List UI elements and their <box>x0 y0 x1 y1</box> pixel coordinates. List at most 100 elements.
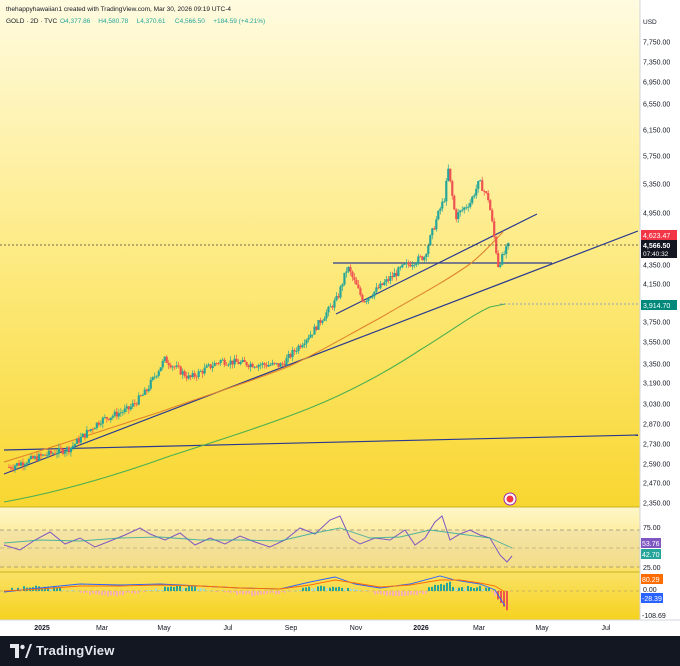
candle-body <box>193 373 196 377</box>
candle-body <box>269 364 272 366</box>
chart-svg[interactable]: thehappyhawaiian1 created with TradingVi… <box>0 0 680 636</box>
candle-body <box>157 371 160 376</box>
macd-bar <box>437 585 439 591</box>
macd-bar <box>479 585 481 591</box>
macd-bar <box>89 591 91 595</box>
candle-body <box>127 406 130 410</box>
symbol-label[interactable]: GOLD · 2D · TVC <box>6 18 57 25</box>
candle-body <box>201 371 204 374</box>
macd-bar <box>95 591 97 595</box>
rsi-tick-75: 75.00 <box>643 525 661 532</box>
macd-bar <box>62 590 64 591</box>
candle-body <box>469 202 472 207</box>
price-tick: 3,350.00 <box>643 362 670 369</box>
macd-bar <box>152 590 154 591</box>
macd-histogram <box>5 581 508 611</box>
candle-body <box>105 417 108 419</box>
candle-body <box>147 388 150 392</box>
candle-body <box>161 361 164 368</box>
brand-name[interactable]: TradingView <box>36 643 115 658</box>
macd-bar <box>353 588 355 591</box>
macd-bar <box>50 589 52 591</box>
macd-bar <box>68 590 70 592</box>
macd-bar <box>71 589 73 591</box>
candle-body <box>111 415 114 418</box>
currency-label[interactable]: USD <box>643 19 657 26</box>
candle-body <box>447 168 450 181</box>
candle-body <box>165 356 168 363</box>
macd-bar <box>77 590 79 592</box>
candle-body <box>37 454 41 461</box>
svg-text:3,914.70: 3,914.70 <box>643 303 670 310</box>
candle-body <box>405 262 408 265</box>
candle-body <box>287 354 290 359</box>
macd-bar <box>224 591 226 593</box>
macd-bar <box>248 591 250 594</box>
macd-bar <box>500 591 502 603</box>
macd-bar <box>398 591 400 597</box>
macd-bar <box>389 591 391 596</box>
candle-body <box>123 408 126 413</box>
candle-body <box>183 371 186 377</box>
candle-body <box>263 363 266 365</box>
candle-body <box>199 371 202 372</box>
price-label-high: 4,623.47 <box>641 230 677 240</box>
candle-body <box>505 246 508 254</box>
candle-body <box>395 273 398 277</box>
macd-bar <box>113 591 115 596</box>
macd-bar <box>131 591 133 594</box>
candle-body <box>173 366 176 368</box>
candle-body <box>439 208 442 211</box>
candle-body <box>213 363 216 367</box>
candle-body <box>363 301 366 303</box>
macd-bar <box>470 587 472 591</box>
candle-body <box>403 264 406 265</box>
candle-body <box>365 300 368 303</box>
macd-bar <box>422 591 424 595</box>
macd-bar <box>380 591 382 595</box>
candle-body <box>211 366 214 369</box>
price-tick: 6,950.00 <box>643 80 670 87</box>
candle-body <box>401 264 404 268</box>
candle-body <box>427 245 430 255</box>
time-tick: 2026 <box>413 625 429 632</box>
candle-body <box>463 207 466 210</box>
candle-body <box>137 395 140 405</box>
macd-bar <box>491 591 493 593</box>
candle-body <box>177 365 180 367</box>
candle-body <box>95 422 98 429</box>
candle-body <box>31 456 35 459</box>
candle-body <box>115 411 118 417</box>
macd-bar <box>374 591 376 595</box>
macd-bar <box>434 584 436 591</box>
candle-body <box>301 345 304 348</box>
candle-body <box>473 195 476 197</box>
macd-bar <box>362 591 364 592</box>
candle-body <box>295 351 298 352</box>
price-tick: 3,030.00 <box>643 402 670 409</box>
trendline-long-base <box>3 434 639 451</box>
ma-orange-line <box>3 231 504 463</box>
macd-bar <box>173 586 175 591</box>
macd-bar <box>371 591 373 592</box>
candle-body <box>291 350 294 358</box>
candle-body <box>53 453 57 455</box>
macd-bar <box>260 591 262 595</box>
price-tick: 7,350.00 <box>643 60 670 67</box>
macd-bar <box>302 587 304 591</box>
macd-bar <box>293 590 295 592</box>
macd-bar <box>467 585 469 591</box>
candle-body <box>327 307 330 313</box>
candle-body <box>133 403 136 405</box>
macd-bar <box>266 591 268 594</box>
candle-body <box>49 450 53 454</box>
candle-body <box>141 394 144 396</box>
candle-body <box>329 306 332 308</box>
macd-bar <box>296 590 298 592</box>
candle-body <box>17 463 21 466</box>
price-label-ma: 3,914.70 <box>641 300 677 310</box>
candle-body <box>81 433 84 437</box>
macd-bar <box>164 586 166 591</box>
macd-bar <box>167 587 169 591</box>
event-icon[interactable] <box>503 492 517 506</box>
